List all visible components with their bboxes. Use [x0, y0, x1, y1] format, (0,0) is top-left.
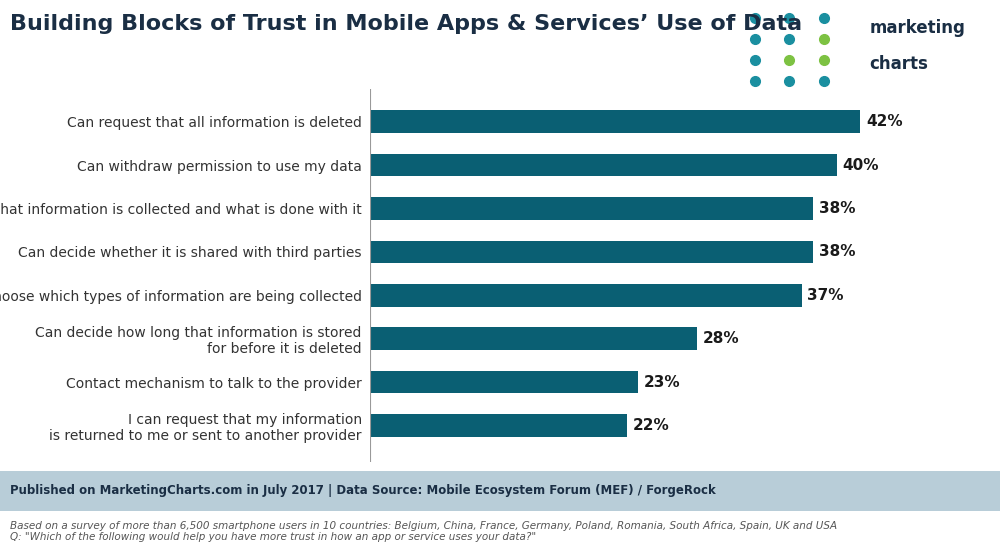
Text: 38%: 38%: [819, 201, 856, 216]
Text: 37%: 37%: [808, 288, 844, 303]
Text: 23%: 23%: [644, 374, 681, 389]
Bar: [370, 241, 813, 263]
Bar: [370, 414, 627, 437]
Text: 38%: 38%: [819, 245, 856, 260]
Text: 42%: 42%: [866, 114, 902, 129]
Bar: [370, 284, 802, 306]
Text: marketing: marketing: [870, 19, 965, 37]
Bar: [370, 197, 813, 219]
Text: charts: charts: [870, 55, 928, 73]
Text: Based on a survey of more than 6,500 smartphone users in 10 countries: Belgium, : Based on a survey of more than 6,500 sma…: [10, 521, 837, 543]
Text: 28%: 28%: [702, 331, 739, 346]
Bar: [370, 328, 697, 350]
Text: Published on MarketingCharts.com in July 2017 | Data Source: Mobile Ecosystem Fo: Published on MarketingCharts.com in July…: [10, 484, 716, 497]
Bar: [370, 371, 638, 393]
Bar: [370, 154, 837, 177]
Text: 40%: 40%: [842, 158, 879, 173]
Text: 22%: 22%: [633, 418, 669, 433]
Bar: [370, 110, 860, 133]
Text: Building Blocks of Trust in Mobile Apps & Services’ Use of Data: Building Blocks of Trust in Mobile Apps …: [10, 14, 802, 34]
